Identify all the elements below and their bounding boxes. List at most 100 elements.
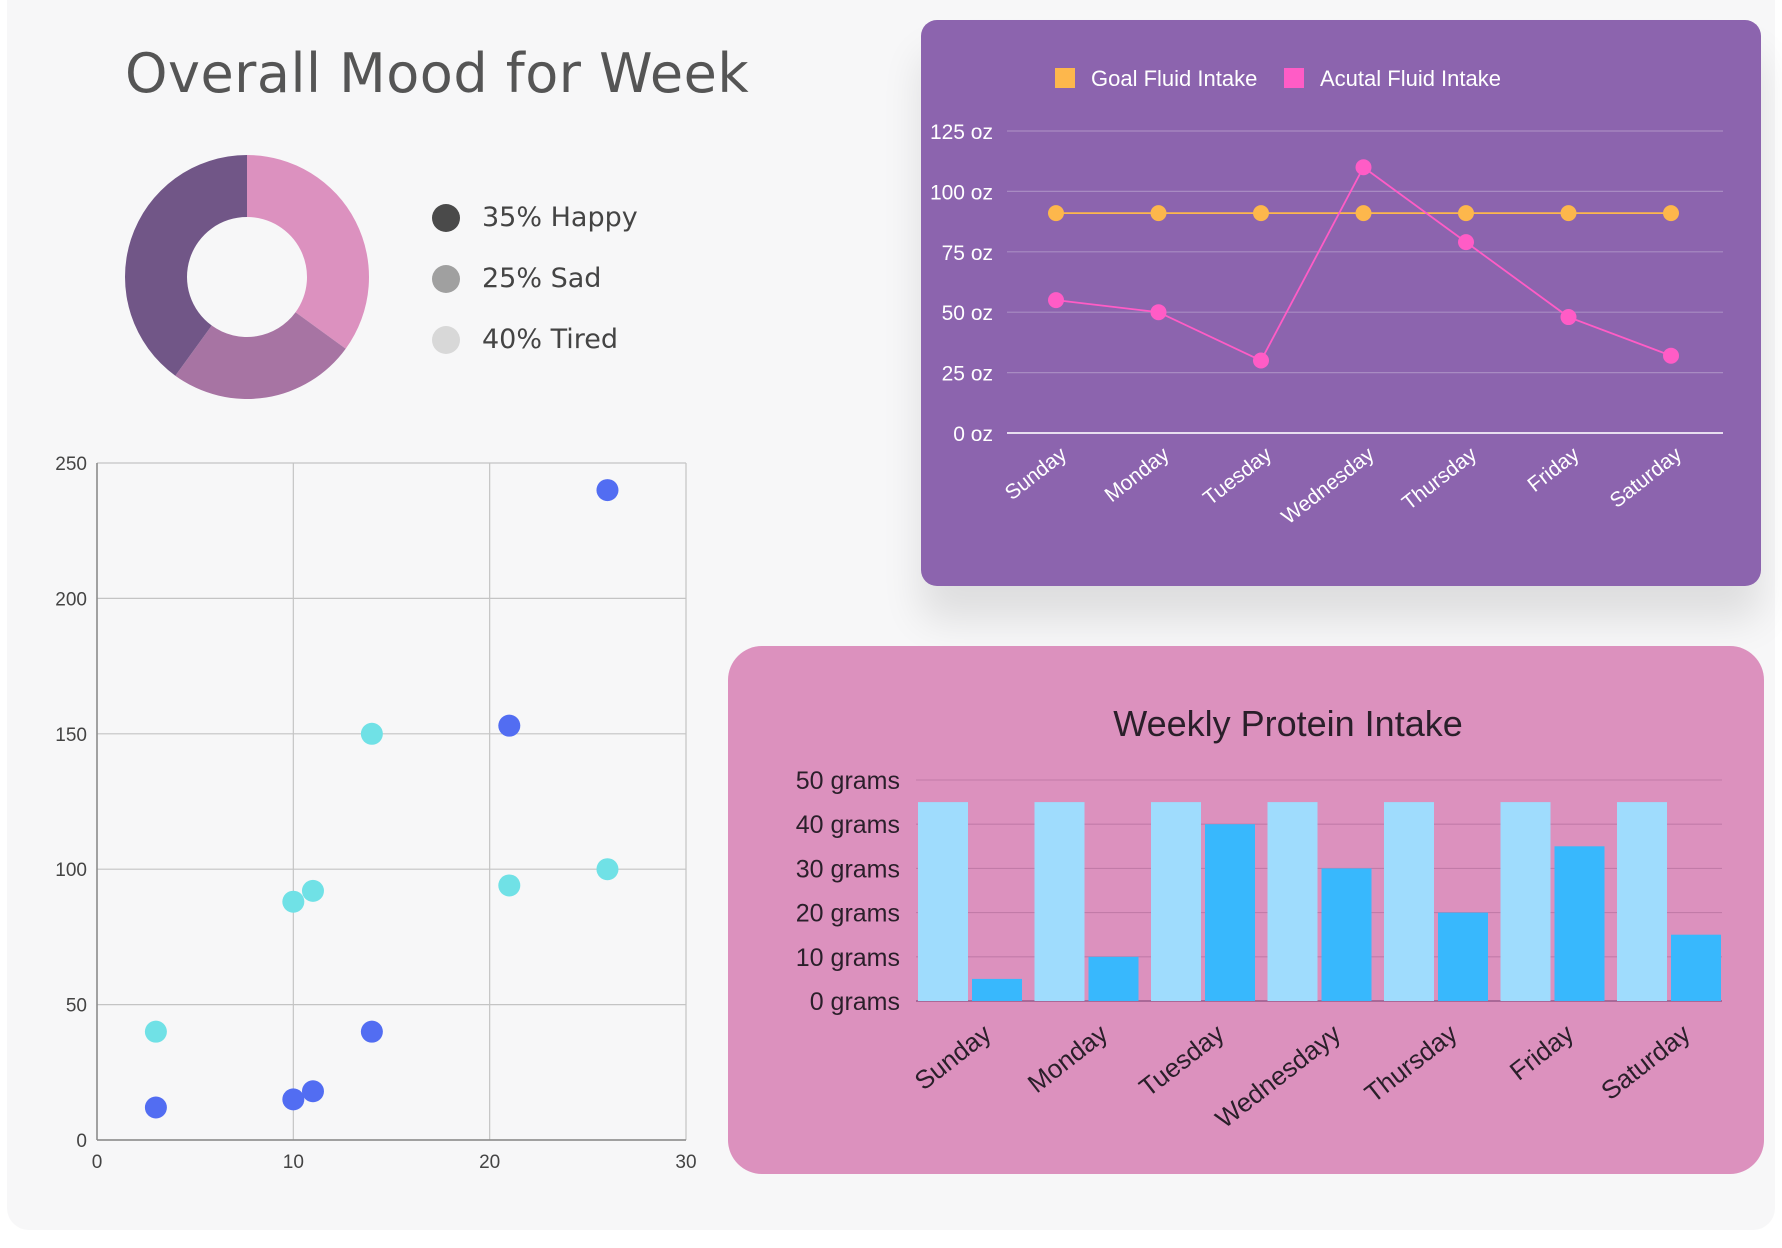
legend-label-happy: 35% Happy [482, 202, 638, 233]
legend-dot-sad [432, 264, 460, 293]
scatter-y-tick-label: 100 [55, 860, 87, 881]
donut-slice-2 [125, 155, 247, 376]
scatter-point [301, 1080, 324, 1103]
scatter-y-tick-label: 250 [55, 454, 87, 475]
protein-x-tick-label: Sunday [909, 1018, 997, 1096]
scatter-y-tick-label: 150 [55, 725, 87, 746]
fluid-y-tick-label: 125 oz [930, 121, 993, 144]
legend-dot-tired [432, 325, 460, 354]
scatter-chart: 0 10 20 30 0 50 100 150 200 250 [55, 454, 696, 1173]
protein-y-tick-label: 10 grams [796, 944, 900, 972]
protein-bar [1151, 802, 1201, 1001]
scatter-point [301, 879, 324, 902]
protein-bar-chart: Weekly Protein Intake 0 grams 10 grams 20 g… [796, 703, 1722, 1134]
protein-x-tick-label: Monday [1022, 1018, 1113, 1099]
protein-bar [1321, 868, 1372, 1001]
legend-happy: 35% Happy [432, 202, 638, 233]
protein-bar [918, 802, 968, 1001]
scatter-x-tick-label: 20 [479, 1152, 500, 1173]
fluid-x-tick-label: Friday [1523, 443, 1584, 497]
protein-intake-card: Weekly Protein Intake 0 grams 10 grams 20 g… [728, 646, 1764, 1174]
fluid-point [1048, 205, 1064, 222]
fluid-x-tick-label: Saturday [1606, 443, 1687, 513]
fluid-point [1253, 205, 1269, 222]
scatter-x-tick-label: 30 [675, 1152, 696, 1173]
fluid-point [1253, 352, 1269, 369]
protein-y-tick-label: 50 grams [796, 767, 900, 795]
protein-y-tick-label: 40 grams [796, 811, 900, 839]
scatter-point [282, 890, 305, 913]
fluid-legend-label: Acutal Fluid Intake [1320, 66, 1501, 91]
legend-sad: 25% Sad [432, 263, 601, 294]
legend-dot-happy [432, 203, 460, 232]
fluid-x-tick-label: Sunday [1001, 443, 1072, 505]
fluid-point [1458, 205, 1474, 222]
fluid-intake-card: Goal Fluid Intake Acutal Fluid Intake 0 oz… [921, 20, 1761, 586]
fluid-y-tick-label: 25 oz [942, 363, 993, 386]
mood-donut-chart [125, 155, 369, 399]
scatter-point [144, 1020, 167, 1043]
scatter-y-tick-label: 50 [66, 996, 87, 1017]
fluid-y-tick-label: 0 oz [953, 423, 993, 446]
scatter-point [596, 479, 619, 502]
protein-x-tick-label: Thursday [1359, 1018, 1463, 1108]
fluid-y-tick-label: 100 oz [930, 181, 993, 204]
protein-bar [1205, 824, 1255, 1001]
fluid-point [1458, 234, 1474, 251]
fluid-x-tick-label: Wednesday [1277, 443, 1379, 529]
protein-bar [1267, 802, 1318, 1001]
scatter-point [144, 1096, 167, 1119]
fluid-x-tick-label: Tuesday [1199, 443, 1276, 511]
fluid-point [1560, 205, 1577, 222]
protein-bar [1438, 912, 1488, 1001]
fluid-x-tick-label: Thursday [1398, 443, 1482, 515]
fluid-series-line [1055, 165, 1672, 362]
protein-x-tick-label: Friday [1504, 1018, 1579, 1086]
protein-bar [1617, 802, 1667, 1001]
protein-bar [1384, 802, 1434, 1001]
fluid-y-tick-label: 50 oz [942, 302, 993, 325]
protein-y-tick-label: 30 grams [796, 855, 900, 883]
mood-title: Overall Mood for Week [125, 42, 750, 105]
protein-y-tick-label: 20 grams [796, 900, 900, 928]
protein-chart-title: Weekly Protein Intake [1113, 703, 1463, 744]
scatter-point [282, 1088, 305, 1111]
protein-x-tick-label: Saturday [1595, 1018, 1695, 1106]
fluid-line-chart: Goal Fluid Intake Acutal Fluid Intake 0 oz… [930, 66, 1723, 529]
fluid-point [1355, 205, 1372, 222]
protein-bar [1554, 846, 1605, 1001]
protein-bar [1671, 934, 1721, 1001]
scatter-point [360, 1020, 383, 1043]
fluid-point [1663, 205, 1679, 222]
legend-tired: 40% Tired [432, 324, 618, 355]
scatter-point [360, 722, 383, 745]
protein-x-tick-label: Tuesday [1133, 1018, 1229, 1102]
fluid-point [1560, 309, 1577, 326]
scatter-point [498, 714, 521, 737]
fluid-legend-swatch [1055, 68, 1075, 88]
fluid-point [1663, 347, 1679, 364]
scatter-y-tick-label: 0 [76, 1131, 87, 1152]
protein-y-tick-label: 0 grams [810, 988, 900, 1016]
fluid-point [1150, 304, 1167, 321]
scatter-point [498, 874, 521, 897]
scatter-y-tick-label: 200 [55, 589, 87, 610]
fluid-x-tick-label: Monday [1101, 443, 1174, 507]
protein-x-tick-label: Wednesdayy [1210, 1018, 1347, 1134]
donut-slice-0 [247, 155, 369, 349]
fluid-point [1355, 159, 1372, 176]
legend-label-sad: 25% Sad [482, 263, 602, 294]
scatter-x-tick-label: 0 [92, 1152, 103, 1173]
fluid-point [1150, 205, 1167, 222]
protein-bar [1500, 802, 1551, 1001]
scatter-x-tick-label: 10 [283, 1152, 304, 1173]
fluid-legend-swatch [1284, 68, 1304, 88]
protein-bar [1034, 802, 1085, 1001]
fluid-legend-label: Goal Fluid Intake [1091, 66, 1257, 91]
donut-slice-1 [175, 312, 346, 399]
scatter-point [596, 858, 619, 881]
protein-bar [972, 978, 1022, 1001]
fluid-point [1048, 292, 1064, 309]
fluid-y-tick-label: 75 oz [942, 242, 993, 265]
protein-bar [1088, 956, 1139, 1001]
